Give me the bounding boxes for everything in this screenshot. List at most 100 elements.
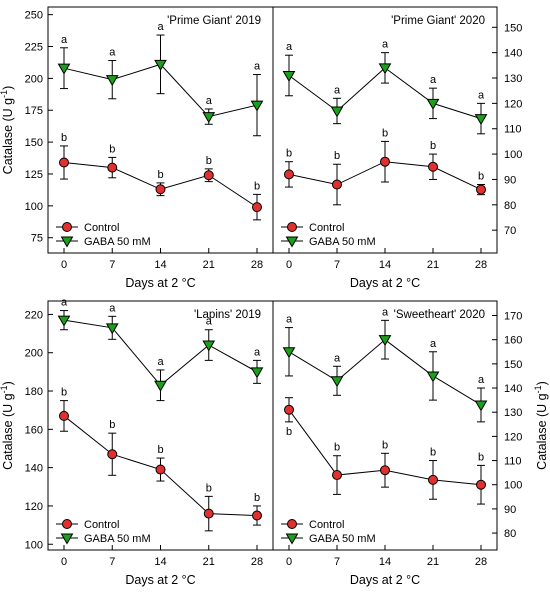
y-tick-label: 225	[25, 42, 43, 54]
x-tick-label: 0	[286, 259, 292, 271]
data-point	[154, 59, 167, 71]
y-axis-label: Catalase (U g-1)	[533, 381, 549, 470]
data-point	[202, 340, 216, 352]
y-tick-label: 150	[504, 359, 522, 371]
data-point	[252, 202, 262, 213]
x-tick-label: 28	[251, 556, 263, 568]
y-tick-label: 220	[25, 309, 43, 321]
panel-1: 75 100 125 150 175 200 225 250 0 7 14 21 28 Days at 2…	[0, 6, 274, 290]
significance-letter: a	[478, 89, 485, 101]
significance-letter: b	[334, 442, 340, 454]
data-point	[380, 465, 390, 476]
legend-label: Control	[84, 519, 119, 531]
y-tick-label: 140	[504, 48, 522, 60]
data-point	[428, 161, 438, 172]
data-point	[330, 376, 344, 388]
significance-letter: b	[478, 451, 484, 463]
x-tick-label: 0	[61, 259, 67, 271]
y-tick-label: 200	[25, 73, 43, 85]
significance-letter: a	[206, 95, 213, 107]
data-point	[332, 179, 342, 190]
data-point	[282, 347, 296, 359]
data-point	[203, 508, 214, 519]
panel-title: 'Lapins' 2019	[194, 309, 261, 321]
data-point	[57, 315, 71, 327]
legend-marker	[62, 519, 72, 529]
legend-marker	[285, 236, 299, 248]
data-point	[59, 410, 69, 421]
data-point	[203, 170, 214, 181]
y-tick-label: 180	[25, 386, 43, 398]
significance-letter: a	[286, 314, 293, 326]
significance-letter: a	[430, 338, 437, 350]
y-tick-label: 160	[25, 424, 43, 436]
significance-letter: b	[382, 127, 388, 139]
x-axis-label: Days at 2 °C	[350, 276, 420, 290]
x-axis-label: Days at 2 °C	[125, 276, 195, 290]
y-tick-label: 100	[25, 201, 43, 213]
data-point	[202, 112, 216, 124]
data-point	[250, 367, 264, 379]
x-tick-label: 14	[154, 556, 166, 568]
data-point	[107, 162, 118, 173]
data-point	[105, 75, 119, 87]
legend-label: GABA 50 mM	[84, 533, 151, 545]
significance-letter: b	[382, 439, 388, 451]
significance-letter: a	[254, 346, 261, 358]
significance-letter: b	[61, 387, 67, 399]
series-control: b b b b b	[59, 132, 262, 221]
series-control: b b b b b	[284, 127, 486, 206]
data-point	[476, 184, 486, 195]
x-axis-label: Days at 2 °C	[350, 573, 420, 587]
data-point	[474, 114, 488, 126]
legend-marker	[287, 519, 297, 529]
legend-label: Control	[309, 519, 344, 531]
data-point	[380, 156, 390, 167]
legend-label: GABA 50 mM	[84, 236, 151, 248]
y-tick-label: 175	[25, 105, 43, 117]
data-point	[282, 70, 296, 82]
significance-letter: b	[334, 150, 340, 162]
y-tick-label: 120	[504, 431, 522, 443]
significance-letter: b	[254, 492, 260, 504]
significance-letter: a	[334, 352, 341, 364]
significance-letter: a	[286, 41, 293, 53]
y-axis-label: Catalase (U g-1)	[0, 381, 15, 470]
legend-label: Control	[84, 222, 119, 234]
y-tick-label: 150	[504, 22, 522, 34]
significance-letter: a	[109, 47, 116, 59]
y-tick-label: 125	[25, 169, 43, 181]
data-point	[154, 380, 167, 392]
significance-letter: b	[286, 148, 292, 160]
data-point	[330, 106, 344, 118]
x-tick-label: 7	[109, 259, 115, 271]
x-tick-label: 7	[334, 556, 340, 568]
y-tick-label: 130	[504, 73, 522, 85]
x-tick-label: 21	[427, 556, 439, 568]
significance-letter: a	[478, 374, 485, 386]
y-tick-label: 160	[504, 335, 522, 347]
panel-title: 'Prime Giant' 2020	[391, 15, 485, 27]
significance-letter: a	[109, 302, 116, 314]
data-point	[284, 169, 294, 180]
y-tick-label: 90	[504, 174, 516, 186]
x-axis-label: Days at 2 °C	[125, 573, 195, 587]
legend-marker	[62, 222, 72, 232]
legend-marker	[287, 222, 297, 232]
significance-letter: b	[254, 180, 260, 192]
series-control: b b b b b	[284, 397, 486, 505]
x-tick-label: 21	[203, 259, 215, 271]
legend: Control GABA 50 mM	[281, 519, 376, 545]
significance-letter: b	[430, 140, 436, 152]
data-point	[476, 479, 486, 490]
legend-label: GABA 50 mM	[309, 533, 376, 545]
data-point	[474, 400, 488, 412]
y-tick-label: 80	[504, 200, 516, 212]
panel-2: 70 80 90 100 110 120 130 140 150 0 7 14 21 28 Days at …	[272, 6, 522, 290]
panel-title: 'Prime Giant' 2019	[167, 15, 261, 27]
data-point	[332, 470, 342, 481]
y-tick-label: 100	[504, 480, 522, 492]
series-gaba: a a a a a	[57, 21, 264, 137]
data-point	[428, 474, 438, 485]
x-tick-label: 7	[109, 556, 115, 568]
